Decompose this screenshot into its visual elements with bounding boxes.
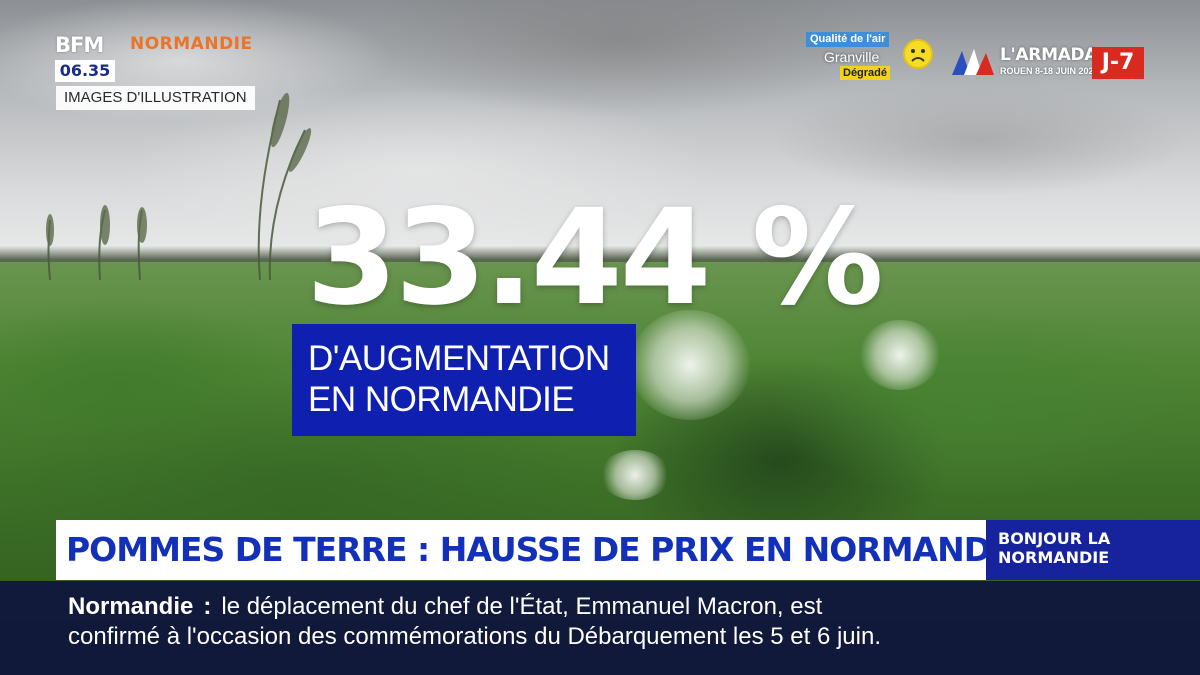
ticker-separator: : bbox=[203, 593, 212, 620]
clock: 06.35 bbox=[55, 60, 115, 82]
ticker-source: Normandie bbox=[68, 593, 194, 620]
armada-dates: ROUEN 8-18 JUIN 2023 bbox=[1000, 66, 1099, 76]
blurred-flower bbox=[600, 450, 670, 500]
ticker-text-1: le déplacement du chef de l'État, Emmanu… bbox=[221, 593, 823, 620]
region-label: NORMANDIE bbox=[130, 34, 253, 54]
show-name-tag: BONJOUR LA NORMANDIE bbox=[986, 520, 1200, 580]
ticker-line-1: Normandie: le déplacement du chef de l'Ét… bbox=[68, 593, 822, 621]
show-name-line1: BONJOUR LA bbox=[998, 529, 1111, 548]
air-quality-city: Granville bbox=[824, 49, 880, 65]
air-quality-widget: Qualité de l'air Granville Dégradé bbox=[806, 32, 936, 82]
cloudy-sky bbox=[0, 0, 1200, 270]
channel-logo: BFM bbox=[55, 33, 104, 57]
reeds-illustration bbox=[46, 92, 312, 280]
air-quality-status: Dégradé bbox=[840, 66, 891, 80]
armada-title: L'ARMADA bbox=[1000, 45, 1098, 65]
ticker-line-2: confirmé à l'occasion des commémorations… bbox=[68, 623, 881, 650]
stat-caption-line1: D'AUGMENTATION bbox=[308, 339, 610, 378]
stat-caption: D'AUGMENTATION EN NORMANDIE bbox=[292, 324, 636, 436]
headline-bar: POMMES DE TERRE : HAUSSE DE PRIX EN NORM… bbox=[56, 520, 1024, 580]
illustration-tag: IMAGES D'ILLUSTRATION bbox=[56, 86, 255, 110]
news-ticker: Normandie: le déplacement du chef de l'Ét… bbox=[0, 581, 1200, 675]
price-increase-stat: 33.44 % bbox=[306, 181, 884, 335]
blurred-flower bbox=[860, 320, 940, 390]
sad-face-icon bbox=[903, 39, 933, 69]
blurred-flower bbox=[630, 310, 750, 420]
armada-countdown-widget: L'ARMADA ROUEN 8-18 JUIN 2023 J-7 bbox=[950, 45, 1146, 81]
show-name-line2: NORMANDIE bbox=[998, 548, 1110, 567]
armada-logo-icon bbox=[952, 49, 994, 75]
stat-caption-line2: EN NORMANDIE bbox=[308, 380, 575, 419]
air-quality-title: Qualité de l'air bbox=[806, 32, 890, 47]
channel-logo-block: BFM 06.35 bbox=[55, 33, 115, 83]
armada-countdown: J-7 bbox=[1092, 47, 1144, 79]
